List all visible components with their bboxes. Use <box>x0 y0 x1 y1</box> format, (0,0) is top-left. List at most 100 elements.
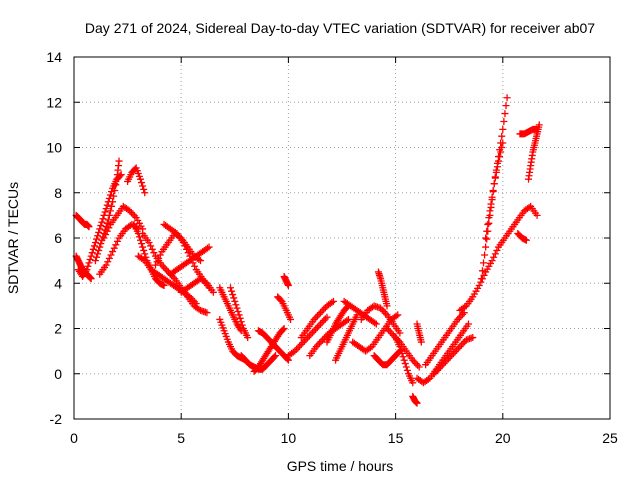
series-arc-13 <box>166 243 213 278</box>
data-point-3-4 <box>96 243 104 251</box>
data-point-40-23 <box>502 102 510 110</box>
data-point-2-26 <box>102 205 110 213</box>
data-point-41-3 <box>485 214 493 222</box>
data-point-2-9 <box>84 262 92 270</box>
data-point-13-15 <box>201 278 209 286</box>
series-arc-28 <box>340 297 380 328</box>
data-point-16-16 <box>244 334 252 342</box>
data-point-22-20 <box>317 320 325 328</box>
data-point-4-7 <box>107 251 115 259</box>
data-point-23-12 <box>317 309 325 317</box>
data-point-3-0 <box>91 257 99 265</box>
data-point-33-4 <box>396 343 404 351</box>
y-tick-label-1: 0 <box>54 366 62 382</box>
data-point-41-14 <box>497 148 505 156</box>
series-arc-40 <box>456 202 541 314</box>
data-point-2-12 <box>87 252 95 260</box>
data-point-11-15 <box>184 249 192 257</box>
data-point-32-2 <box>386 328 394 336</box>
data-point-24-23 <box>343 317 351 325</box>
series-arc-23 <box>284 313 331 360</box>
data-point-2-23 <box>99 215 107 223</box>
chart-title: Day 271 of 2024, Sidereal Day-to-day VTE… <box>85 20 595 36</box>
data-point-3-24 <box>115 157 123 165</box>
data-point-16-6 <box>233 304 241 312</box>
data-point-41-16 <box>499 139 507 147</box>
y-axis-label: SDTVAR / TECUs <box>5 182 21 294</box>
data-point-22-10 <box>300 337 308 345</box>
data-point-40-1 <box>478 267 486 275</box>
data-point-0-24 <box>85 223 93 231</box>
data-point-2-11 <box>86 255 94 263</box>
data-point-3-14 <box>106 207 114 215</box>
data-point-32-17 <box>410 358 418 366</box>
series-arc-45 <box>525 121 543 183</box>
data-point-2-15 <box>90 242 98 250</box>
data-point-2-22 <box>98 218 106 226</box>
data-point-3-1 <box>93 253 101 261</box>
data-point-2-31 <box>108 188 116 196</box>
data-point-2-16 <box>91 239 99 247</box>
x-axis-label: GPS time / hours <box>287 458 394 474</box>
series-arc-22 <box>280 272 292 290</box>
data-point-6-12 <box>136 175 144 183</box>
data-point-41-10 <box>492 168 500 176</box>
data-point-11-12 <box>179 239 187 247</box>
data-point-2-21 <box>97 222 105 230</box>
data-point-41-5 <box>487 200 495 208</box>
data-point-6-13 <box>138 179 146 187</box>
data-point-7-8 <box>139 243 147 251</box>
data-point-22-7 <box>296 342 304 350</box>
data-point-3-16 <box>109 198 117 206</box>
data-point-2-30 <box>106 191 114 199</box>
data-point-3-13 <box>105 211 113 219</box>
data-point-38-24 <box>469 334 477 342</box>
data-point-33-16 <box>409 379 417 387</box>
data-point-29-15 <box>381 309 389 317</box>
data-point-7-9 <box>140 246 148 254</box>
data-point-9-40 <box>203 309 211 317</box>
data-point-23-19 <box>328 298 336 306</box>
data-point-41-12 <box>495 157 503 165</box>
data-point-11-19 <box>191 262 199 270</box>
data-point-24-24 <box>344 315 352 323</box>
data-point-40-2 <box>480 259 488 267</box>
x-tick-label-4: 20 <box>495 430 511 446</box>
data-point-33-8 <box>400 356 408 364</box>
data-point-19-27 <box>283 355 291 363</box>
data-point-40-3 <box>481 251 489 259</box>
data-point-21-8 <box>284 282 292 290</box>
series-arc-30 <box>357 302 404 337</box>
data-point-5-0 <box>100 234 108 242</box>
data-point-4-4 <box>102 261 110 269</box>
data-point-23-20 <box>329 297 337 305</box>
data-point-12-24 <box>205 243 213 251</box>
data-point-3-19 <box>112 181 120 189</box>
series-arc-07 <box>124 164 149 197</box>
data-point-10-0 <box>151 261 159 269</box>
data-point-39-22 <box>491 250 499 258</box>
data-point-4-8 <box>109 248 117 256</box>
data-point-3-11 <box>103 219 111 227</box>
data-point-2-13 <box>88 249 96 257</box>
data-point-12-23 <box>203 244 211 252</box>
data-point-6-16 <box>141 189 149 197</box>
data-point-29-24 <box>396 329 404 337</box>
data-point-22-16 <box>310 327 318 335</box>
data-point-16-0 <box>227 284 235 292</box>
data-point-28-28 <box>394 311 402 319</box>
data-point-9-14 <box>161 265 169 273</box>
data-point-3-5 <box>97 240 105 248</box>
data-point-17-31 <box>270 353 278 361</box>
data-point-42-8 <box>522 236 530 244</box>
data-point-2-27 <box>103 201 111 209</box>
series-arc-10 <box>139 229 211 317</box>
data-point-27-20 <box>372 320 380 328</box>
data-point-16-9 <box>236 314 244 322</box>
data-point-7-7 <box>138 240 146 248</box>
data-point-11-7 <box>171 228 179 236</box>
data-point-39-48 <box>533 211 541 219</box>
series-arc-37 <box>413 320 472 387</box>
data-point-33-10 <box>402 363 410 371</box>
series-arc-35 <box>409 392 421 407</box>
